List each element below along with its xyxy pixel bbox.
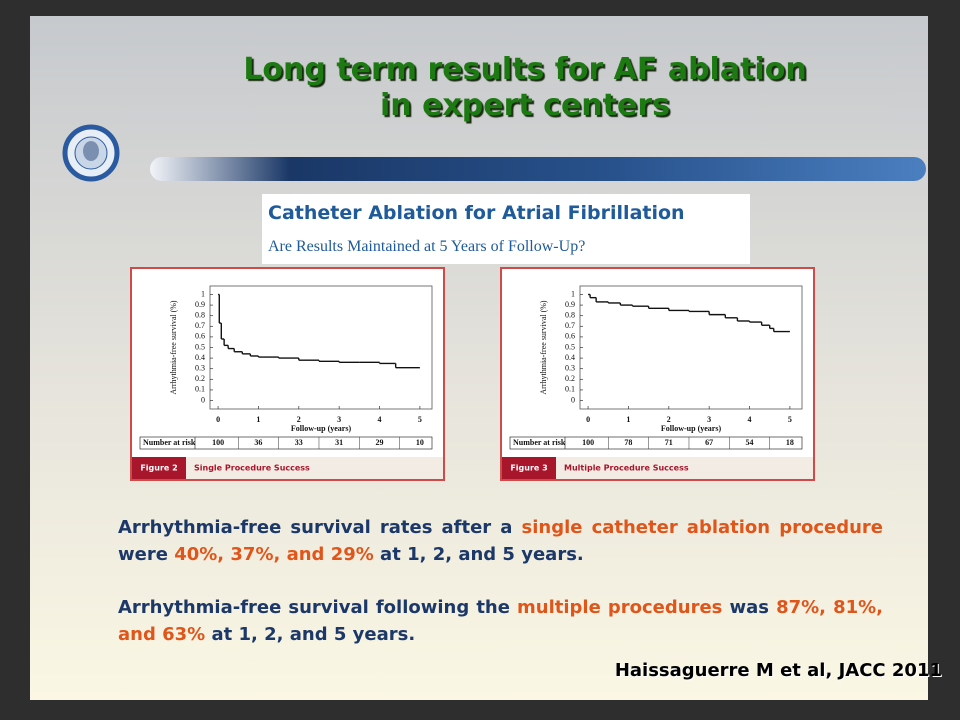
y-tick-label: 0.6 <box>195 332 205 341</box>
risk-value: 67 <box>705 438 713 447</box>
risk-value: 54 <box>746 438 754 447</box>
highlight-text: 40%, 37%, and 29% <box>174 544 374 565</box>
citation: Haissaguerre M et al, JACC 2011 <box>614 660 942 681</box>
text-segment: at 1, 2, and 5 years. <box>373 544 584 565</box>
text-segment: at 1, 2, and 5 years. <box>205 624 416 645</box>
risk-value: 10 <box>416 438 424 447</box>
title-line: Long term results for AF ablation <box>243 52 807 87</box>
slide: Long term results for AF ablation in exp… <box>30 16 928 700</box>
y-tick-label: 0.4 <box>195 353 205 362</box>
x-axis-label: Follow-up (years) <box>291 424 352 433</box>
paragraph: Arrhythmia-free survival following the m… <box>118 594 883 648</box>
risk-value: 100 <box>582 438 594 447</box>
x-tick-label: 0 <box>216 415 220 424</box>
x-tick-label: 0 <box>586 415 590 424</box>
y-tick-label: 0.5 <box>195 342 205 351</box>
y-tick-label: 1 <box>571 289 575 298</box>
y-tick-label: 0.9 <box>195 300 205 309</box>
risk-value: 71 <box>665 438 673 447</box>
y-tick-label: 0.9 <box>565 300 575 309</box>
y-tick-label: 0.3 <box>195 364 205 373</box>
y-tick-label: 1 <box>201 289 205 298</box>
x-tick-label: 1 <box>626 415 630 424</box>
y-tick-label: 0 <box>201 395 205 404</box>
risk-label: Number at risk <box>143 438 196 447</box>
caption-band <box>132 457 443 479</box>
y-tick-label: 0.1 <box>195 385 205 394</box>
x-tick-label: 5 <box>788 415 792 424</box>
x-tick-label: 1 <box>256 415 260 424</box>
y-tick-label: 0.1 <box>565 385 575 394</box>
x-tick-label: 3 <box>337 415 341 424</box>
figure-caption: Single Procedure Success <box>194 464 310 473</box>
title-line: in expert centers <box>379 88 670 123</box>
logo <box>62 124 120 182</box>
paragraph: Arrhythmia-free survival rates after a s… <box>118 514 883 568</box>
x-tick-label: 2 <box>667 415 671 424</box>
risk-value: 18 <box>786 438 794 447</box>
y-tick-label: 0.6 <box>565 332 575 341</box>
risk-value: 36 <box>254 438 262 447</box>
figure: 0 0.1 0.2 0.3 0.4 0.5 0.6 0.7 0.8 0.9 1 0 1 2 3 4 5 Follo… <box>130 267 445 481</box>
chart: 00.10.20.30.40.50.60.70.80.910 1 2 3 4 5Follo… <box>132 285 443 479</box>
y-axis-label: Arrhythmia-free survival (%) <box>169 300 178 395</box>
risk-table <box>139 436 433 450</box>
y-tick-label: 0.3 <box>565 364 575 373</box>
highlight-text: multiple procedures <box>517 597 723 618</box>
y-tick-label: 0.7 <box>565 321 575 330</box>
risk-value: 29 <box>376 438 384 447</box>
x-axis-label: Follow-up (years) <box>661 424 722 433</box>
title-bar <box>150 157 926 181</box>
article-title: Catheter Ablation for Atrial Fibrillatio… <box>268 202 685 224</box>
risk-label: Number at risk <box>513 438 566 447</box>
figure-label: Figure 3 <box>510 464 547 473</box>
figure-label-box <box>132 457 186 479</box>
x-tick-label: 4 <box>378 415 382 424</box>
x-tick-label: 3 <box>707 415 711 424</box>
x-tick-label: 5 <box>418 415 422 424</box>
figure-caption: Multiple Procedure Success <box>564 464 689 473</box>
y-tick-label: 0.2 <box>565 374 575 383</box>
figure-label: Figure 2 <box>140 464 177 473</box>
y-tick-label: 0.7 <box>195 321 205 330</box>
risk-value: 100 <box>212 438 224 447</box>
caption-band <box>502 457 813 479</box>
chart: 00.10.20.30.40.50.60.70.80.910 1 2 3 4 5Follo… <box>502 285 813 479</box>
article-subtitle: Are Results Maintained at 5 Years of Fol… <box>268 238 586 255</box>
text-segment: were <box>118 544 175 565</box>
x-tick-label: 4 <box>748 415 752 424</box>
figure: 0 0.1 0.2 0.3 0.4 0.5 0.6 0.7 0.8 0.9 1 0 1 2 3 4 5 Follo… <box>500 267 815 481</box>
y-tick-label: 0.2 <box>195 374 205 383</box>
y-tick-label: 0.8 <box>565 311 575 320</box>
text-segment: was <box>722 597 777 618</box>
y-tick-label: 0.4 <box>565 353 575 362</box>
text-segment: Arrhythmia-free survival following the <box>118 597 518 618</box>
y-axis-label: Arrhythmia-free survival (%) <box>539 300 548 395</box>
article-header: Catheter Ablation for Atrial Fibrillatio… <box>262 194 750 264</box>
risk-table <box>509 436 803 450</box>
plot-frame <box>579 285 803 410</box>
risk-value: 31 <box>335 438 343 447</box>
x-tick-label: 2 <box>297 415 301 424</box>
risk-value: 33 <box>295 438 303 447</box>
y-tick-label: 0.5 <box>565 342 575 351</box>
y-tick-label: 0 <box>571 395 575 404</box>
risk-value: 78 <box>624 438 632 447</box>
text-segment: Arrhythmia-free survival rates after a <box>118 517 522 538</box>
y-tick-label: 0.8 <box>195 311 205 320</box>
figure-label-box <box>502 457 556 479</box>
highlight-text: 87%, 81%, and 63% <box>118 597 883 645</box>
plot-frame <box>209 285 433 410</box>
highlight-text: single catheter ablation procedure <box>521 517 883 538</box>
